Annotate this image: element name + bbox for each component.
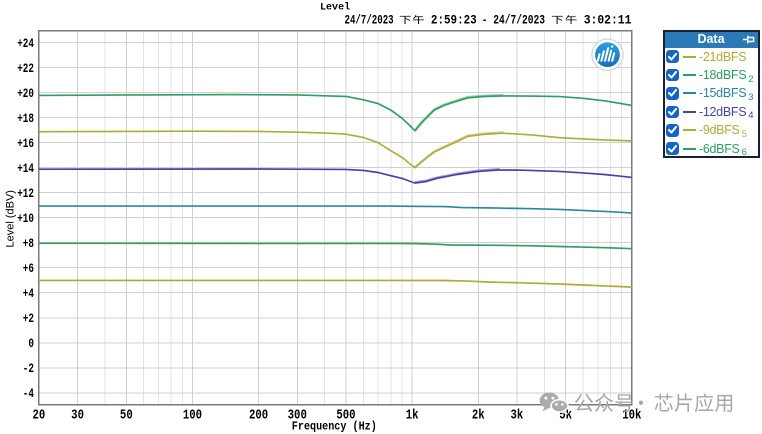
svg-text:+18: +18: [17, 113, 34, 127]
svg-text:-2: -2: [23, 363, 34, 377]
svg-text:100: 100: [183, 407, 202, 423]
svg-text:+22: +22: [17, 63, 34, 77]
svg-text:-: -: [482, 14, 487, 28]
svg-text:0: 0: [28, 338, 34, 352]
svg-text:24/7/2023: 24/7/2023: [345, 14, 394, 28]
svg-text:20: 20: [33, 407, 46, 423]
svg-text:+20: +20: [17, 88, 34, 102]
svg-text:Level (dBV): Level (dBV): [5, 190, 17, 247]
svg-text:30: 30: [71, 407, 84, 423]
svg-text:-4: -4: [23, 388, 35, 402]
svg-text:10k: 10k: [622, 407, 642, 423]
svg-text:50: 50: [120, 407, 133, 423]
svg-text:+4: +4: [23, 288, 35, 302]
svg-text:2k: 2k: [472, 407, 485, 423]
svg-text:+2: +2: [23, 313, 34, 327]
svg-text:Frequency (Hz): Frequency (Hz): [292, 421, 377, 434]
svg-text:+14: +14: [17, 163, 34, 177]
svg-text:+10: +10: [17, 213, 34, 227]
svg-text:+12: +12: [17, 188, 34, 202]
svg-text:300: 300: [288, 407, 307, 423]
svg-text:1k: 1k: [406, 407, 419, 423]
svg-text:Level: Level: [320, 2, 350, 14]
svg-text:2:59:23: 2:59:23: [431, 13, 477, 28]
svg-text:+6: +6: [23, 263, 34, 277]
svg-text:500: 500: [336, 407, 355, 423]
svg-text:+8: +8: [23, 238, 35, 252]
svg-text:3k: 3k: [511, 407, 524, 423]
svg-text:3:02:11: 3:02:11: [584, 13, 632, 28]
svg-text:+24: +24: [17, 38, 34, 52]
svg-text:+16: +16: [17, 138, 34, 152]
svg-text:200: 200: [249, 407, 268, 423]
svg-text:24/7/2023: 24/7/2023: [493, 14, 545, 27]
